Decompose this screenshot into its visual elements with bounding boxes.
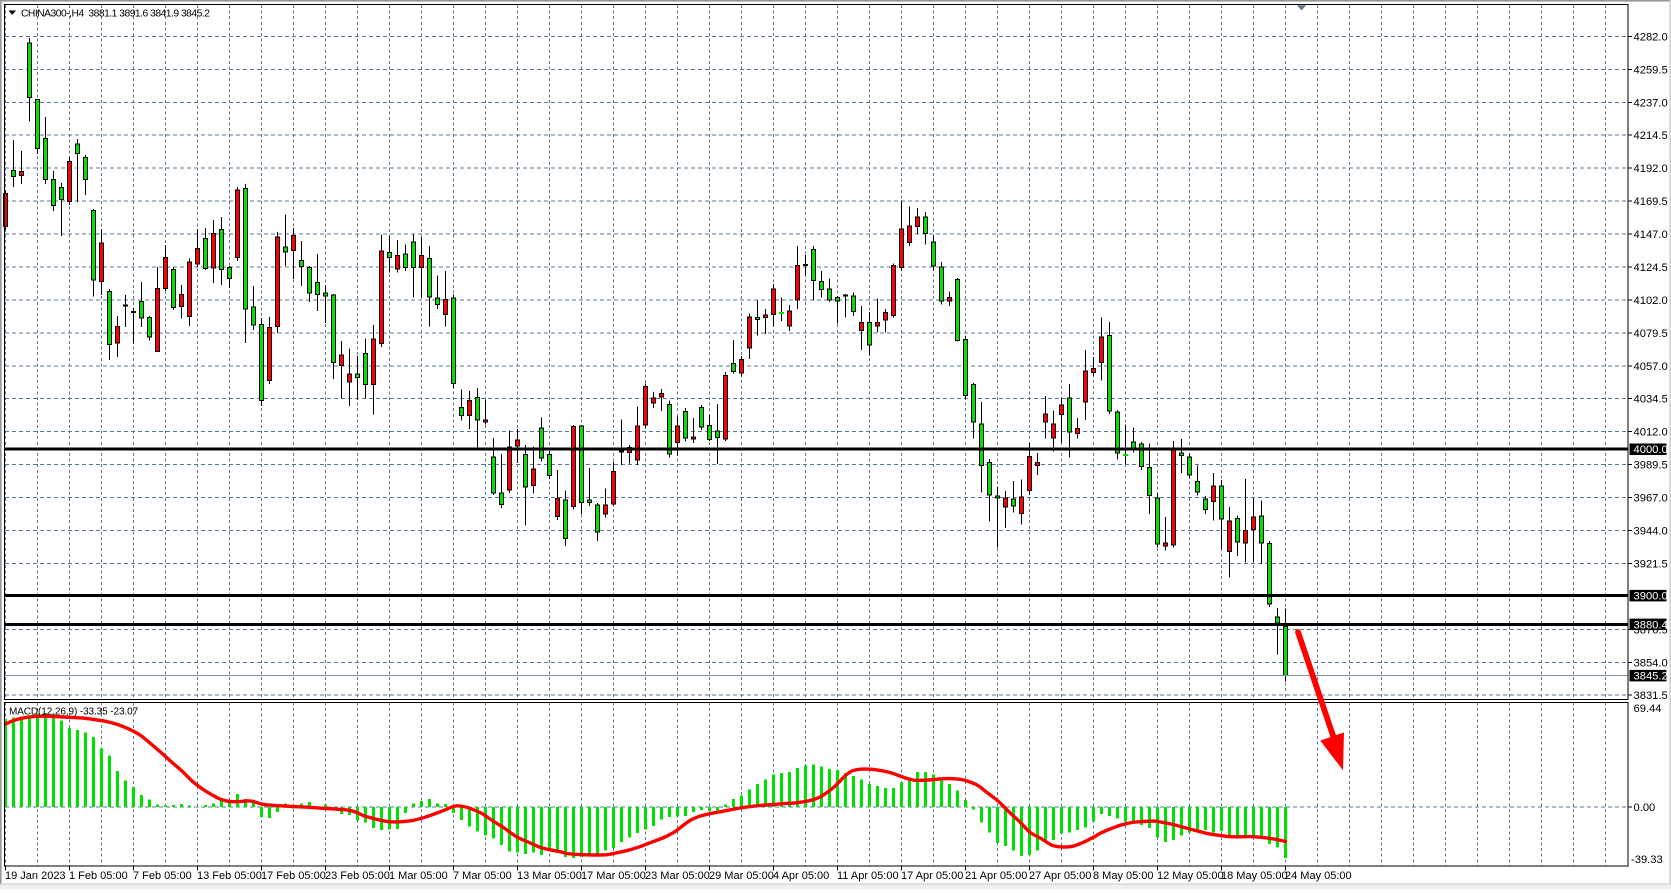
svg-text:3921.5: 3921.5	[1634, 558, 1668, 570]
svg-text:MACD(12,26,9) -33.35 -23.07: MACD(12,26,9) -33.35 -23.07	[9, 707, 139, 718]
svg-text:4000.0: 4000.0	[1634, 444, 1668, 456]
svg-text:8 May 05:00: 8 May 05:00	[1093, 870, 1154, 882]
svg-text:7 Mar 05:00: 7 Mar 05:00	[453, 870, 512, 882]
svg-text:4169.5: 4169.5	[1634, 196, 1668, 208]
svg-text:4034.5: 4034.5	[1634, 394, 1668, 406]
svg-text:3845.2: 3845.2	[1634, 671, 1668, 683]
svg-text:4012.0: 4012.0	[1634, 427, 1668, 439]
svg-text:7 Feb 05:00: 7 Feb 05:00	[133, 870, 192, 882]
svg-text:CHINA300-,H4 3881.1 3891.6 38: CHINA300-,H4 3881.1 3891.6 3841.9 3845.2	[21, 8, 210, 19]
svg-text:4147.0: 4147.0	[1634, 229, 1668, 241]
svg-text:12 May 05:00: 12 May 05:00	[1157, 870, 1224, 882]
svg-text:18 May 05:00: 18 May 05:00	[1221, 870, 1288, 882]
svg-text:3967.0: 3967.0	[1634, 493, 1668, 505]
svg-text:19 Jan 2023: 19 Jan 2023	[5, 870, 66, 882]
svg-text:1 Mar 05:00: 1 Mar 05:00	[389, 870, 448, 882]
svg-text:3900.0: 3900.0	[1634, 591, 1668, 603]
svg-text:17 Feb 05:00: 17 Feb 05:00	[261, 870, 326, 882]
svg-text:4079.5: 4079.5	[1634, 328, 1668, 340]
svg-text:-39.33: -39.33	[1631, 854, 1663, 866]
svg-text:3880.4: 3880.4	[1634, 619, 1668, 631]
svg-text:17 Apr 05:00: 17 Apr 05:00	[901, 870, 963, 882]
svg-text:13 Mar 05:00: 13 Mar 05:00	[517, 870, 582, 882]
svg-text:4259.5: 4259.5	[1634, 64, 1668, 76]
svg-text:3831.5: 3831.5	[1634, 690, 1668, 702]
svg-text:11 Apr 05:00: 11 Apr 05:00	[837, 870, 899, 882]
svg-text:21 Apr 05:00: 21 Apr 05:00	[965, 870, 1027, 882]
svg-text:0.00: 0.00	[1634, 802, 1656, 814]
svg-text:17 Mar 05:00: 17 Mar 05:00	[581, 870, 646, 882]
svg-text:23 Feb 05:00: 23 Feb 05:00	[325, 870, 390, 882]
svg-text:4124.5: 4124.5	[1634, 262, 1668, 274]
svg-text:69.44: 69.44	[1634, 703, 1662, 715]
svg-text:13 Feb 05:00: 13 Feb 05:00	[197, 870, 262, 882]
svg-text:1 Feb 05:00: 1 Feb 05:00	[69, 870, 128, 882]
svg-text:23 Mar 05:00: 23 Mar 05:00	[645, 870, 710, 882]
svg-text:4214.5: 4214.5	[1634, 130, 1668, 142]
svg-text:4282.0: 4282.0	[1634, 31, 1668, 43]
svg-text:27 Apr 05:00: 27 Apr 05:00	[1029, 870, 1091, 882]
svg-text:3989.5: 3989.5	[1634, 460, 1668, 472]
svg-text:3854.0: 3854.0	[1634, 657, 1668, 669]
svg-text:4 Apr 05:00: 4 Apr 05:00	[773, 870, 829, 882]
svg-text:4192.0: 4192.0	[1634, 163, 1668, 175]
svg-text:29 Mar 05:00: 29 Mar 05:00	[709, 870, 774, 882]
svg-text:4057.0: 4057.0	[1634, 361, 1668, 373]
svg-text:4237.0: 4237.0	[1634, 97, 1668, 109]
svg-text:3944.0: 3944.0	[1634, 526, 1668, 538]
svg-text:4102.0: 4102.0	[1634, 295, 1668, 307]
svg-text:24 May 05:00: 24 May 05:00	[1285, 870, 1352, 882]
